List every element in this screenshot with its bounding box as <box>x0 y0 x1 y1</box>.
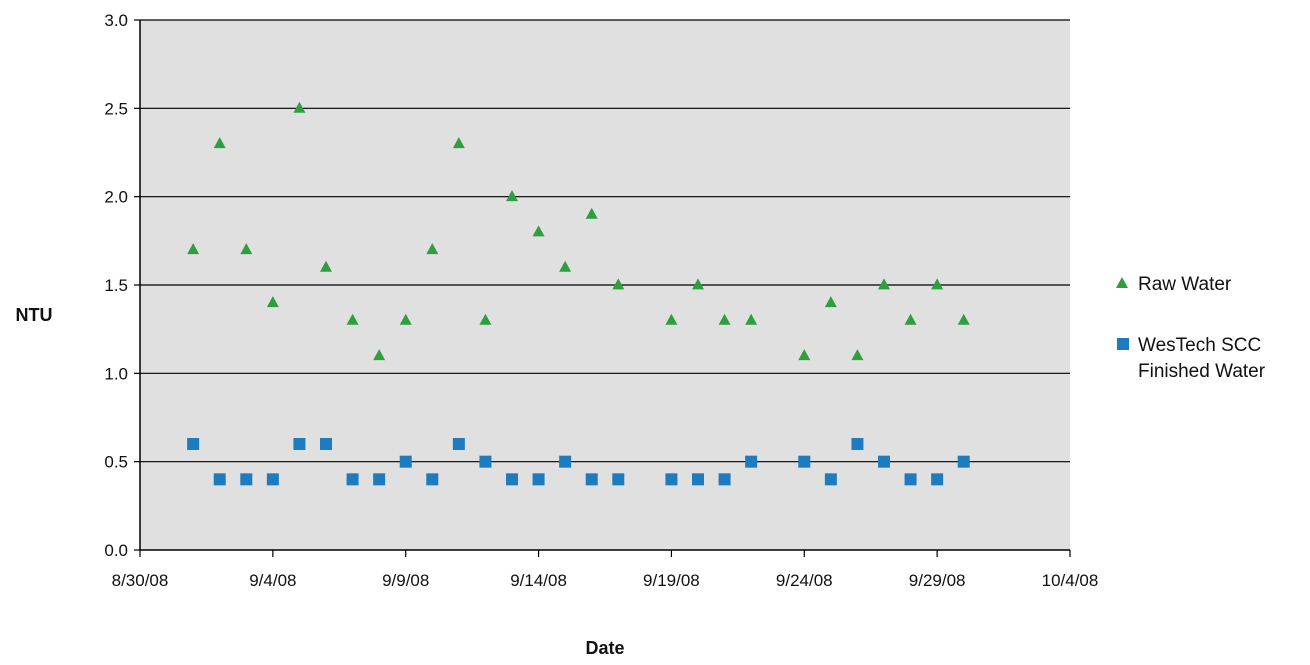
data-point-westech-scc-finished-water <box>612 473 625 486</box>
x-tick-label: 9/24/08 <box>776 571 833 590</box>
data-point-westech-scc-finished-water <box>293 438 306 450</box>
data-point-westech-scc-finished-water <box>559 455 572 468</box>
data-point-raw-water <box>346 313 359 325</box>
legend-label-westech-scc-finished-water: WesTech SCC Finished Water <box>1138 335 1266 382</box>
data-point-westech-scc-finished-water <box>798 455 811 468</box>
y-tick-label: 1.0 <box>104 364 128 383</box>
y-tick-label: 2.0 <box>104 188 128 207</box>
y-tick-label: 3.0 <box>104 11 128 30</box>
data-point-westech-scc-finished-water <box>585 473 598 486</box>
data-point-raw-water <box>479 313 492 325</box>
data-point-raw-water <box>373 349 386 361</box>
legend-marker-westech-scc-finished-water <box>1117 338 1129 350</box>
legend-label-line-2: Finished Water <box>1138 361 1266 382</box>
x-tick-label: 10/4/08 <box>1042 571 1099 590</box>
x-tick-label: 9/29/08 <box>909 571 966 590</box>
data-point-raw-water <box>452 137 465 149</box>
data-points <box>187 101 970 486</box>
data-point-westech-scc-finished-water <box>745 455 758 468</box>
data-point-westech-scc-finished-water <box>904 473 917 486</box>
x-tick-label: 8/30/08 <box>112 571 169 590</box>
data-point-raw-water <box>851 349 864 361</box>
legend: Raw Water WesTech SCC Finished Water <box>1116 274 1266 382</box>
gridlines <box>140 19 1070 463</box>
data-point-raw-water <box>931 278 944 290</box>
data-point-raw-water <box>878 278 890 290</box>
data-point-westech-scc-finished-water <box>506 473 518 486</box>
data-point-westech-scc-finished-water <box>399 455 412 468</box>
x-tick-label: 9/9/08 <box>382 571 429 590</box>
data-point-westech-scc-finished-water <box>851 438 864 450</box>
legend-item-raw-water: Raw Water <box>1116 274 1232 295</box>
data-point-raw-water <box>559 260 572 272</box>
data-point-raw-water <box>957 313 970 325</box>
data-point-westech-scc-finished-water <box>187 438 200 450</box>
data-point-westech-scc-finished-water <box>665 473 678 486</box>
data-point-raw-water <box>187 243 200 255</box>
data-point-westech-scc-finished-water <box>373 473 386 486</box>
data-point-raw-water <box>745 313 758 325</box>
data-point-raw-water <box>798 349 811 361</box>
data-point-westech-scc-finished-water <box>532 473 545 486</box>
data-point-westech-scc-finished-water <box>320 438 332 450</box>
data-point-raw-water <box>612 278 625 290</box>
data-point-westech-scc-finished-water <box>426 473 439 486</box>
x-tick-label: 9/4/08 <box>249 571 296 590</box>
legend-label-raw-water: Raw Water <box>1138 274 1232 295</box>
x-axis-title: Date <box>585 638 624 658</box>
data-point-westech-scc-finished-water <box>718 473 731 486</box>
data-point-raw-water <box>665 313 678 325</box>
data-point-westech-scc-finished-water <box>878 455 890 468</box>
data-point-westech-scc-finished-water <box>452 438 465 450</box>
data-point-raw-water <box>824 296 837 308</box>
data-point-raw-water <box>293 101 306 113</box>
data-point-raw-water <box>506 190 518 202</box>
data-point-raw-water <box>718 313 731 325</box>
data-point-westech-scc-finished-water <box>240 473 253 486</box>
data-point-westech-scc-finished-water <box>824 473 837 486</box>
x-tick-label: 9/19/08 <box>643 571 700 590</box>
data-point-raw-water <box>426 243 439 255</box>
y-tick-label: 1.5 <box>104 276 128 295</box>
data-point-westech-scc-finished-water <box>957 455 970 468</box>
y-tick-label: 0.5 <box>104 453 128 472</box>
data-point-westech-scc-finished-water <box>213 473 226 486</box>
x-tick-label: 9/14/08 <box>510 571 567 590</box>
data-point-westech-scc-finished-water <box>479 455 492 468</box>
data-point-raw-water <box>692 278 704 290</box>
data-point-raw-water <box>904 313 917 325</box>
legend-marker-raw-water <box>1116 277 1128 288</box>
data-point-westech-scc-finished-water <box>692 473 704 486</box>
data-point-raw-water <box>585 207 598 219</box>
data-point-westech-scc-finished-water <box>266 473 279 486</box>
y-tick-labels: 0.0 0.5 1.0 1.5 2.0 2.5 3.0 <box>104 11 140 560</box>
x-tick-labels: 8/30/08 9/4/08 9/9/08 9/14/08 9/19/08 9/24/08… <box>112 550 1099 590</box>
data-point-westech-scc-finished-water <box>931 473 944 486</box>
y-tick-label: 0.0 <box>104 541 128 560</box>
data-point-raw-water <box>213 137 226 149</box>
legend-item-westech-scc-finished-water: WesTech SCC Finished Water <box>1117 335 1266 382</box>
data-point-raw-water <box>240 243 253 255</box>
data-point-raw-water <box>266 296 279 308</box>
y-axis-title: NTU <box>16 305 53 325</box>
data-point-westech-scc-finished-water <box>346 473 359 486</box>
legend-label-line-1: WesTech SCC <box>1138 335 1261 356</box>
data-point-raw-water <box>399 313 412 325</box>
data-point-raw-water <box>532 225 545 237</box>
data-point-raw-water <box>320 260 332 272</box>
y-tick-label: 2.5 <box>104 99 128 118</box>
